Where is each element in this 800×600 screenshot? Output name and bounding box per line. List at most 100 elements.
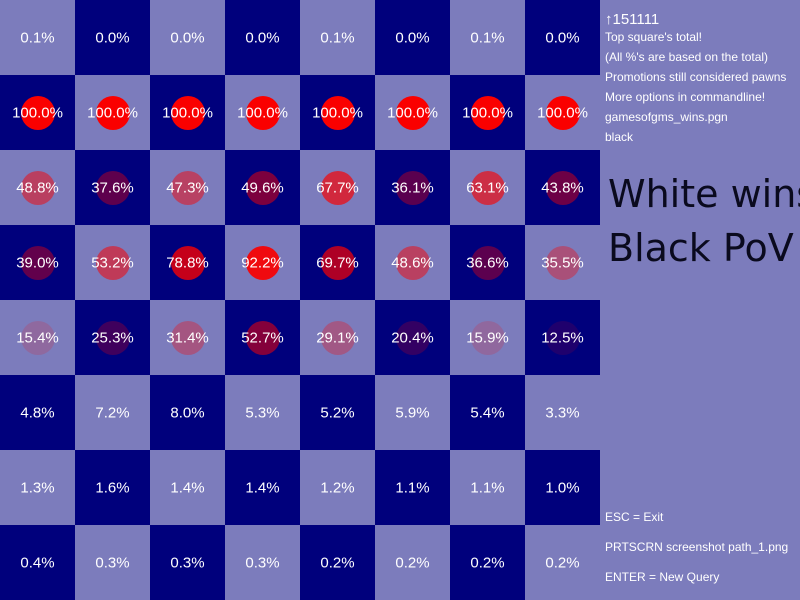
board-square: 0.1% [300, 0, 375, 75]
board-square: 0.0% [225, 0, 300, 75]
info-line-side: black [605, 130, 634, 144]
heat-marker [320, 245, 355, 280]
board-square: 1.3% [0, 450, 75, 525]
board-square: 47.3% [150, 150, 225, 225]
square-percentage: 7.2% [95, 404, 130, 421]
heat-marker [170, 245, 205, 280]
heat-marker [95, 245, 130, 280]
board-square: 63.1% [450, 150, 525, 225]
heat-marker [245, 170, 280, 205]
board-square: 37.6% [75, 150, 150, 225]
square-percentage: 1.1% [395, 479, 430, 496]
square-percentage: 100.0% [12, 104, 63, 121]
board-square: 49.6% [225, 150, 300, 225]
heat-marker [20, 95, 55, 130]
board-square: 78.8% [150, 225, 225, 300]
heat-marker [245, 320, 280, 355]
heat-marker [170, 320, 205, 355]
square-percentage: 52.7% [241, 329, 284, 346]
square-percentage: 5.9% [395, 404, 430, 421]
square-percentage: 100.0% [537, 104, 588, 121]
square-percentage: 48.6% [391, 254, 434, 271]
heat-marker [470, 320, 505, 355]
square-percentage: 1.3% [20, 479, 55, 496]
board-square: 100.0% [225, 75, 300, 150]
heat-marker [470, 170, 505, 205]
square-percentage: 4.8% [20, 404, 55, 421]
square-percentage: 100.0% [312, 104, 363, 121]
square-percentage: 5.4% [470, 404, 505, 421]
board-square: 1.1% [375, 450, 450, 525]
board-square: 0.2% [450, 525, 525, 600]
heat-marker [320, 95, 355, 130]
square-percentage: 12.5% [541, 329, 584, 346]
square-percentage: 20.4% [391, 329, 434, 346]
square-percentage: 29.1% [316, 329, 359, 346]
heat-marker [470, 95, 505, 130]
square-percentage: 0.2% [470, 554, 505, 571]
heat-marker [395, 320, 430, 355]
board-square: 43.8% [525, 150, 600, 225]
heat-marker [95, 170, 130, 205]
heat-marker [95, 95, 130, 130]
square-percentage: 36.6% [466, 254, 509, 271]
board-square: 12.5% [525, 300, 600, 375]
square-percentage: 36.1% [391, 179, 434, 196]
board-square: 1.0% [525, 450, 600, 525]
board-square: 100.0% [75, 75, 150, 150]
square-percentage: 1.0% [545, 479, 580, 496]
square-percentage: 49.6% [241, 179, 284, 196]
square-percentage: 1.4% [170, 479, 205, 496]
square-percentage: 100.0% [87, 104, 138, 121]
square-percentage: 0.3% [170, 554, 205, 571]
board-square: 0.0% [525, 0, 600, 75]
square-percentage: 31.4% [166, 329, 209, 346]
heat-marker [395, 170, 430, 205]
square-percentage: 8.0% [170, 404, 205, 421]
board-square: 0.2% [375, 525, 450, 600]
board-square: 5.3% [225, 375, 300, 450]
square-percentage: 0.1% [20, 29, 55, 46]
heat-marker [320, 170, 355, 205]
square-percentage: 100.0% [387, 104, 438, 121]
square-percentage: 15.9% [466, 329, 509, 346]
board-square: 35.5% [525, 225, 600, 300]
board-square: 1.6% [75, 450, 150, 525]
help-enter: ENTER = New Query [605, 570, 720, 584]
board-square: 48.8% [0, 150, 75, 225]
heat-marker [395, 245, 430, 280]
board-square: 1.1% [450, 450, 525, 525]
square-percentage: 67.7% [316, 179, 359, 196]
info-line-percent-basis: (All %'s are based on the total) [605, 50, 769, 64]
square-percentage: 0.1% [470, 29, 505, 46]
heat-marker [20, 245, 55, 280]
heat-marker [20, 170, 55, 205]
board-square: 5.4% [450, 375, 525, 450]
heat-marker [20, 320, 55, 355]
square-percentage: 39.0% [16, 254, 59, 271]
square-percentage: 37.6% [91, 179, 134, 196]
board-square: 15.4% [0, 300, 75, 375]
board-square: 48.6% [375, 225, 450, 300]
board-square: 100.0% [525, 75, 600, 150]
square-percentage: 69.7% [316, 254, 359, 271]
board-square: 36.1% [375, 150, 450, 225]
square-percentage: 0.2% [320, 554, 355, 571]
board-square: 8.0% [150, 375, 225, 450]
square-percentage: 5.2% [320, 404, 355, 421]
heat-marker [170, 95, 205, 130]
board-square: 0.3% [75, 525, 150, 600]
square-percentage: 43.8% [541, 179, 584, 196]
board-square: 100.0% [0, 75, 75, 150]
board-square: 100.0% [450, 75, 525, 150]
board-square: 25.3% [75, 300, 150, 375]
square-percentage: 0.0% [170, 29, 205, 46]
heat-marker [470, 245, 505, 280]
heat-marker [545, 95, 580, 130]
board-square: 29.1% [300, 300, 375, 375]
pov-title: Black PoV [608, 226, 794, 270]
info-line-top-square: Top square's total! [605, 30, 703, 44]
board-square: 36.6% [450, 225, 525, 300]
square-percentage: 0.4% [20, 554, 55, 571]
square-percentage: 92.2% [241, 254, 284, 271]
